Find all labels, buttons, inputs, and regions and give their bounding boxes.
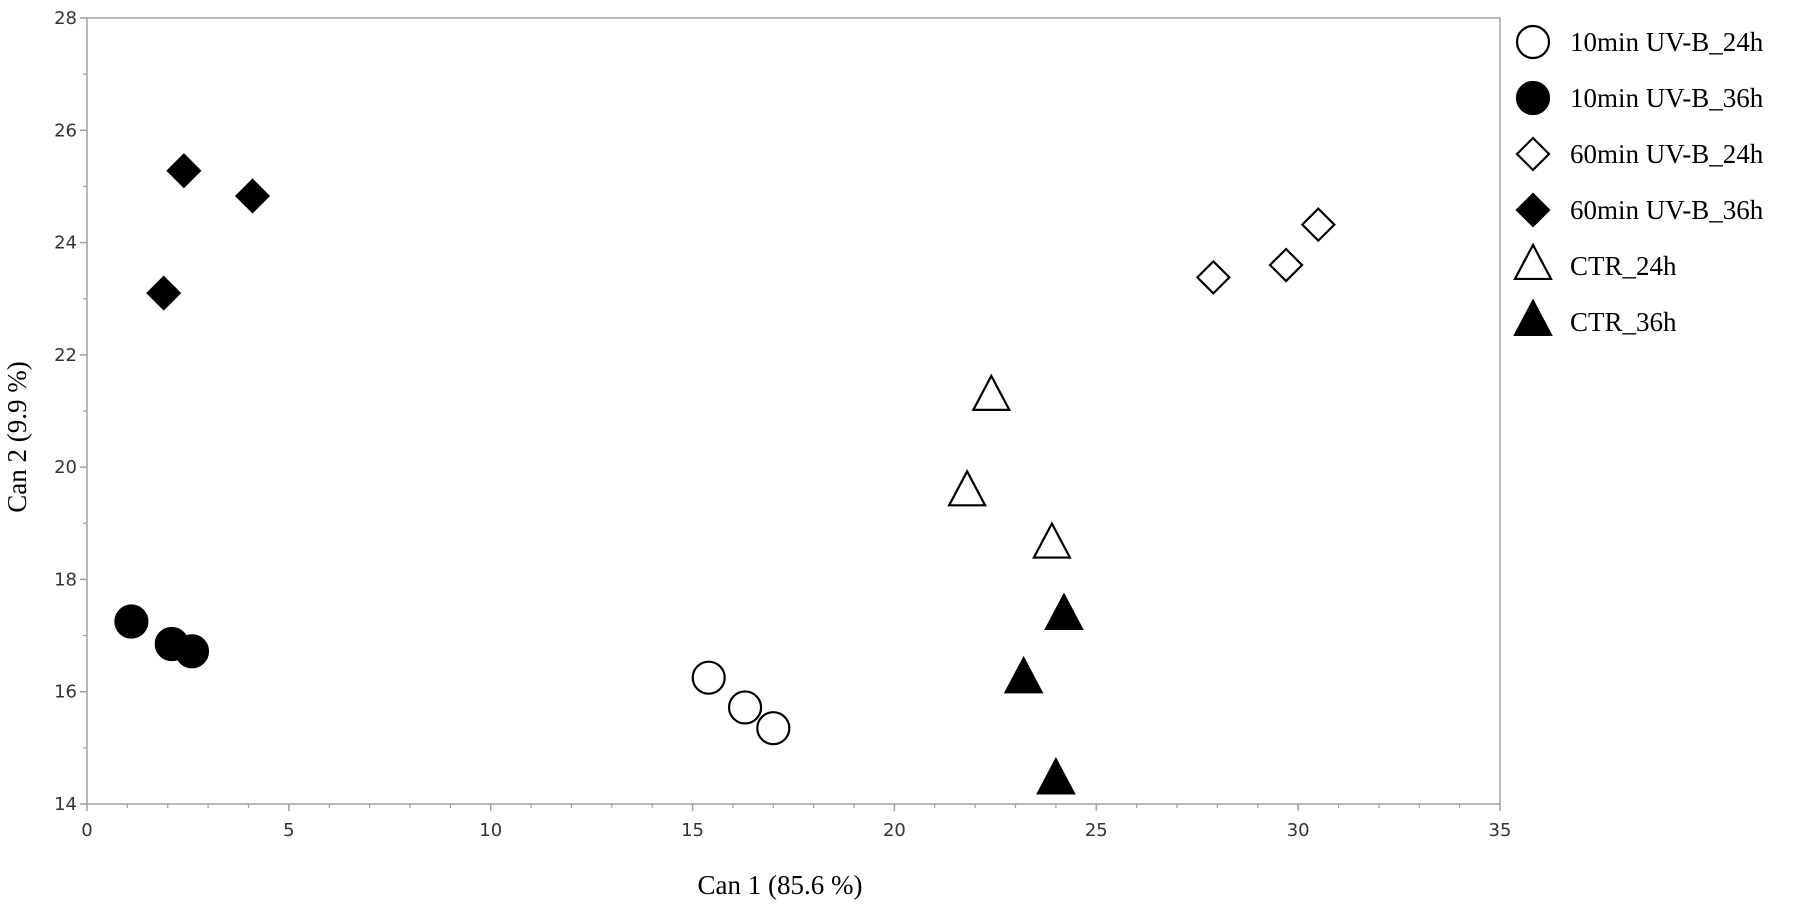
x-axis-title: Can 1 (85.6 %) xyxy=(698,870,863,900)
x-tick-label: 25 xyxy=(1085,820,1108,841)
legend-label: 10min UV-B_36h xyxy=(1570,83,1764,113)
legend-item: 10min UV-B_36h xyxy=(1515,80,1764,116)
y-tick-label: 22 xyxy=(54,345,77,366)
data-point xyxy=(727,690,763,725)
data-point xyxy=(1036,756,1076,795)
legend-item: CTR_24h xyxy=(1513,242,1677,281)
legend-label: 60min UV-B_24h xyxy=(1570,139,1764,169)
series-2 xyxy=(114,604,210,669)
legend: 10min UV-B_24h 10min UV-B_36h 60min UV-B_2… xyxy=(1513,24,1764,337)
legend-item: 60min UV-B_24h xyxy=(1515,136,1764,172)
data-point xyxy=(174,634,210,669)
x-tick-label: 10 xyxy=(479,820,502,841)
data-point xyxy=(756,711,791,746)
legend-marker xyxy=(1515,136,1551,172)
data-point xyxy=(971,373,1012,411)
x-tick-label: 20 xyxy=(883,820,906,841)
x-tick-label: 30 xyxy=(1287,820,1310,841)
series-5 xyxy=(947,373,1072,559)
y-tick-label: 20 xyxy=(54,457,77,478)
x-tick-label: 0 xyxy=(81,820,92,841)
x-tick-label: 35 xyxy=(1489,820,1512,841)
legend-label: CTR_24h xyxy=(1570,251,1677,281)
data-point xyxy=(1195,259,1231,295)
data-point xyxy=(1300,207,1336,243)
series-3 xyxy=(1195,207,1336,295)
y-tick-label: 16 xyxy=(54,682,77,703)
y-tick-label: 28 xyxy=(54,8,77,29)
data-points xyxy=(114,153,1336,795)
x-axis: 0 5 10 15 20 25 30 35 xyxy=(81,804,1511,841)
data-point xyxy=(234,178,271,214)
data-point xyxy=(947,468,987,507)
y-axis-title: Can 2 (9.9 %) xyxy=(2,361,32,512)
legend-label: CTR_36h xyxy=(1570,307,1677,337)
legend-marker xyxy=(1515,24,1551,60)
y-tick-label: 14 xyxy=(54,794,77,815)
data-point xyxy=(691,660,726,695)
x-tick-label: 15 xyxy=(681,820,704,841)
legend-label: 10min UV-B_24h xyxy=(1570,27,1764,57)
series-4 xyxy=(146,153,271,311)
legend-marker xyxy=(1515,80,1551,116)
data-point xyxy=(1032,521,1072,559)
legend-item: 10min UV-B_24h xyxy=(1515,24,1764,60)
data-point xyxy=(114,604,149,639)
y-tick-label: 18 xyxy=(54,569,77,590)
legend-item: 60min UV-B_36h xyxy=(1515,192,1764,228)
series-1 xyxy=(691,660,791,746)
data-point xyxy=(1268,247,1304,283)
y-tick-label: 26 xyxy=(54,120,77,141)
y-tick-label: 24 xyxy=(54,233,77,254)
data-point xyxy=(146,275,182,311)
data-point xyxy=(166,153,202,189)
plot-frame xyxy=(86,17,1501,805)
data-point xyxy=(1003,655,1044,694)
series-6 xyxy=(1003,592,1084,795)
x-tick-label: 5 xyxy=(283,820,294,841)
legend-item: CTR_36h xyxy=(1513,298,1677,337)
legend-marker xyxy=(1513,298,1553,337)
y-axis: 14 16 18 20 22 24 26 28 xyxy=(54,8,87,815)
legend-marker xyxy=(1515,192,1551,228)
legend-marker xyxy=(1513,242,1553,281)
data-point xyxy=(1044,592,1084,630)
legend-label: 60min UV-B_36h xyxy=(1570,195,1764,225)
